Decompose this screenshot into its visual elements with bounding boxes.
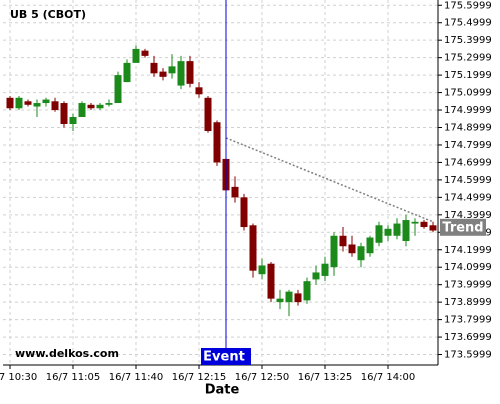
candle-body (348, 244, 356, 254)
chart-title: UB 5 (CBOT) (10, 8, 86, 21)
x-tick-label: 16/7 12:15 (172, 372, 226, 383)
candle-body (78, 103, 86, 118)
event-label-box (201, 348, 251, 365)
x-tick-label: 16/7 11:05 (46, 372, 100, 383)
candle-body (132, 48, 140, 63)
candle-body (249, 225, 257, 271)
candle-body (6, 97, 14, 109)
y-tick-label: 175.5999 (444, 0, 492, 11)
candle-body (429, 225, 437, 231)
y-tick-label: 174.9999 (444, 105, 492, 116)
candle-body (384, 228, 392, 236)
x-tick-label: 16/7 14:00 (361, 372, 415, 383)
candle-body (267, 263, 275, 299)
candle-body (258, 265, 266, 275)
candle-body (276, 298, 284, 303)
x-axis-label: Date (205, 383, 240, 398)
candle-body (393, 223, 401, 236)
candle-body (420, 221, 428, 228)
y-tick-label: 175.0999 (444, 88, 492, 99)
candle-body (285, 291, 293, 303)
candle-body (312, 272, 320, 280)
candle-body (51, 101, 59, 111)
candle-body (69, 117, 77, 124)
candle-body (213, 122, 221, 163)
y-tick-label: 175.4999 (444, 18, 492, 29)
candle-body (150, 62, 158, 74)
y-tick-label: 173.9999 (444, 280, 492, 291)
y-tick-label: 174.8999 (444, 123, 492, 134)
candle-body (204, 97, 212, 131)
candle-body (177, 61, 185, 86)
x-tick-label: 16/7 13:25 (298, 372, 352, 383)
candle-body (357, 246, 365, 261)
candle-body (321, 263, 329, 276)
candle-body (375, 225, 383, 243)
y-tick-label: 174.7999 (444, 140, 492, 151)
candle-body (96, 104, 104, 109)
candle-body (240, 197, 248, 228)
candle-body (168, 66, 176, 74)
candle-body (42, 99, 50, 104)
candle-body (15, 97, 23, 109)
y-tick-label: 174.5999 (444, 175, 492, 186)
candle-body (330, 235, 338, 268)
y-tick-label: 173.6999 (444, 332, 492, 343)
y-tick-label: 174.1999 (444, 245, 492, 256)
candle-body (339, 235, 347, 247)
y-tick-label: 175.1999 (444, 70, 492, 81)
candle-body (114, 75, 122, 104)
y-tick-label: 175.2999 (444, 53, 492, 64)
candle-body (33, 103, 41, 107)
candle-body (123, 62, 131, 83)
trend-label-box (440, 218, 486, 236)
y-tick-label: 174.4999 (444, 192, 492, 203)
event-label: Event (203, 350, 245, 365)
y-tick-label: 174.0999 (444, 262, 492, 273)
candle-body (105, 103, 113, 105)
y-tick-label: 174.3999 (444, 210, 492, 221)
x-tick-label: 16/7 12:50 (235, 372, 289, 383)
candle-body (402, 220, 410, 242)
candle-body (141, 50, 149, 56)
candle-body (195, 87, 203, 95)
trend-line (225, 137, 434, 223)
candle-body (231, 186, 239, 198)
watermark: www.delkos.com (15, 347, 119, 360)
candle-body (186, 61, 194, 84)
candle-body (411, 221, 419, 224)
candle-body (294, 293, 302, 303)
candle-body (303, 281, 311, 301)
candle-body (366, 237, 374, 254)
x-tick-label: 16/7 11:40 (109, 372, 163, 383)
trend-label: Trend (442, 220, 483, 235)
y-tick-label: 173.5999 (444, 350, 492, 361)
y-tick-label: 173.7999 (444, 315, 492, 326)
y-tick-label: 175.3999 (444, 35, 492, 46)
y-tick-label: 174.6999 (444, 157, 492, 168)
candle-body (60, 103, 68, 124)
y-tick-label: 173.8999 (444, 297, 492, 308)
candle-body (24, 101, 32, 105)
candle-body (87, 104, 95, 109)
candle-body (159, 71, 167, 77)
x-tick-label: 16/7 10:30 (0, 372, 37, 383)
